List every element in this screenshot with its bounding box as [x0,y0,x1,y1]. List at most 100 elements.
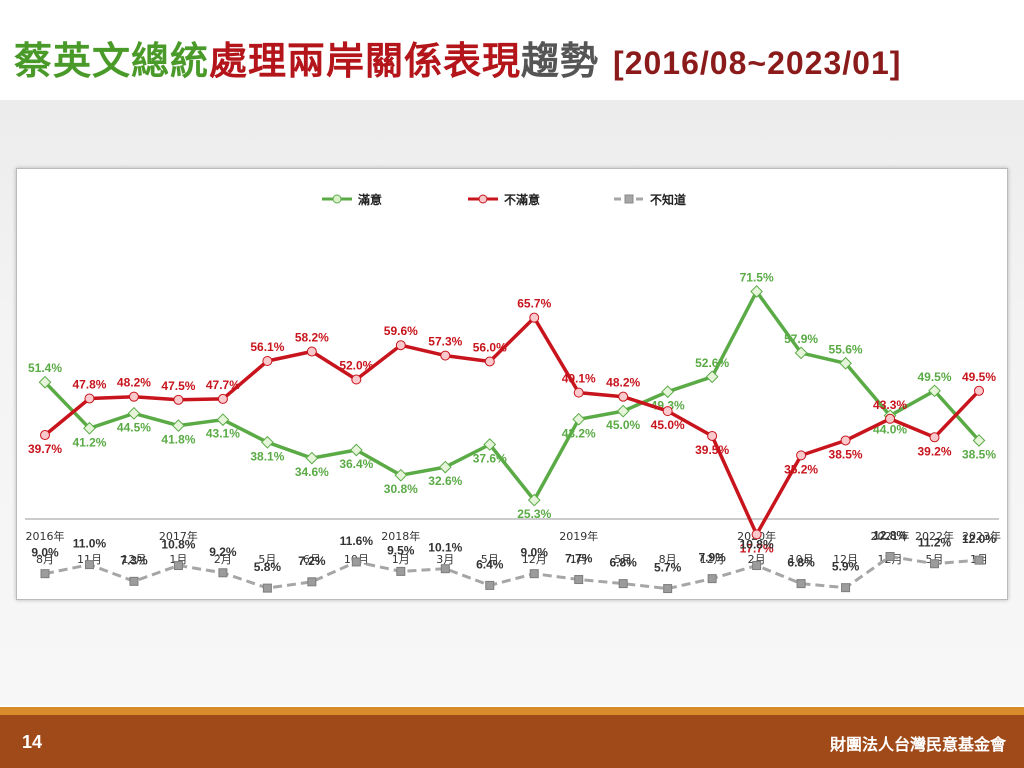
data-point [752,561,762,571]
data-label: 12.0% [962,532,996,546]
data-label: 6.8% [610,556,638,570]
data-point [396,566,406,576]
year-label: 2023年 [962,529,1001,543]
month-tick-label: 3月 [436,553,454,566]
month-tick-label: 1月 [570,553,588,566]
data-label: 38.5% [962,447,996,461]
data-label: 11.2% [918,536,952,550]
data-point [485,580,495,590]
legend-marker-0 [332,194,342,204]
data-label: 12.8% [873,529,907,543]
data-point [930,559,940,569]
data-point [128,391,139,402]
month-tick-label: 5月 [258,553,276,566]
data-point [750,285,763,298]
data-label: 10.8% [161,538,195,552]
data-label: 43.3% [873,398,907,412]
data-label: 52.6% [695,356,729,370]
month-tick-label: 12月 [700,553,725,566]
month-tick-label: 5月 [614,553,632,566]
year-label: 2016年 [26,529,65,543]
data-point [440,564,450,574]
data-label: 25.3% [517,507,551,521]
year-label: 2018年 [381,529,420,543]
data-point [262,356,273,367]
data-label: 47.8% [72,377,106,391]
data-label: 41.2% [72,435,106,449]
data-point [395,340,406,351]
data-point [173,561,183,571]
data-point [705,370,719,384]
data-point [707,574,717,584]
data-label: 41.8% [161,433,195,447]
data-point [529,569,539,579]
data-point [217,393,228,404]
data-label: 35.2% [784,462,818,476]
data-point [840,435,851,446]
month-tick-label: 10月 [789,553,814,566]
legend-marker-1 [478,194,488,204]
data-point [572,412,586,426]
data-label: 38.1% [250,449,284,463]
data-label: 5.7% [654,561,682,575]
month-tick-label: 1月 [392,553,410,566]
footer-accent-line [0,707,1024,715]
data-point [261,435,274,449]
data-point [928,384,941,398]
data-label: 7.2% [298,554,326,568]
data-label: 65.7% [517,297,551,311]
month-tick-label: 12月 [121,553,146,566]
data-label: 30.8% [384,482,418,496]
data-point [484,356,495,367]
data-label: 52.0% [339,359,373,373]
data-point [40,430,50,441]
data-point [841,583,851,593]
data-label: 38.5% [829,447,863,461]
data-label: 9.0% [521,546,549,560]
data-point [84,560,94,570]
data-point [972,434,986,447]
data-label: 7.3% [120,553,148,567]
data-label: 49.5% [962,370,996,384]
data-point [661,385,675,399]
data-point [40,569,50,579]
data-point [662,406,673,417]
data-point [707,430,718,441]
data-label: 6.4% [476,557,504,571]
series-line-0 [43,289,981,502]
data-point [306,346,317,357]
data-point [351,557,361,567]
data-label: 47.5% [161,379,195,393]
data-label: 45.0% [651,418,685,432]
data-label: 58.2% [295,331,329,345]
legend-label-2: 不知道 [650,192,686,207]
data-label: 39.5% [695,443,729,457]
title-date-range: [2016/08~2023/01] [613,45,902,81]
data-point [839,356,852,370]
page-title: 蔡英文總統處理兩岸關係表現趨勢 [2016/08~2023/01] [14,30,901,85]
month-tick-label: 11月 [77,553,102,566]
data-point [351,374,362,385]
data-label: 48.2% [606,376,640,390]
data-point [307,577,317,587]
data-label: 43.2% [562,426,596,440]
data-point [796,579,806,589]
footer-bar: 14 財團法人台灣民意基金會 [0,715,1024,768]
data-label: 9.2% [209,545,237,559]
data-point [38,375,52,389]
data-label: 7.9% [698,551,726,565]
data-label: 47.7% [206,378,240,392]
data-point [929,432,940,443]
data-point [751,529,762,540]
data-point [663,584,673,594]
data-label: 48.2% [117,376,151,390]
data-label: 57.9% [784,332,818,346]
data-label: 34.6% [295,465,329,479]
data-point [216,413,230,427]
month-tick-label: 12月 [522,553,547,566]
year-label: 2017年 [159,529,198,543]
data-label: 36.4% [339,457,373,471]
data-point [618,391,629,402]
month-tick-label: 8月 [36,553,54,566]
data-point [483,438,497,451]
